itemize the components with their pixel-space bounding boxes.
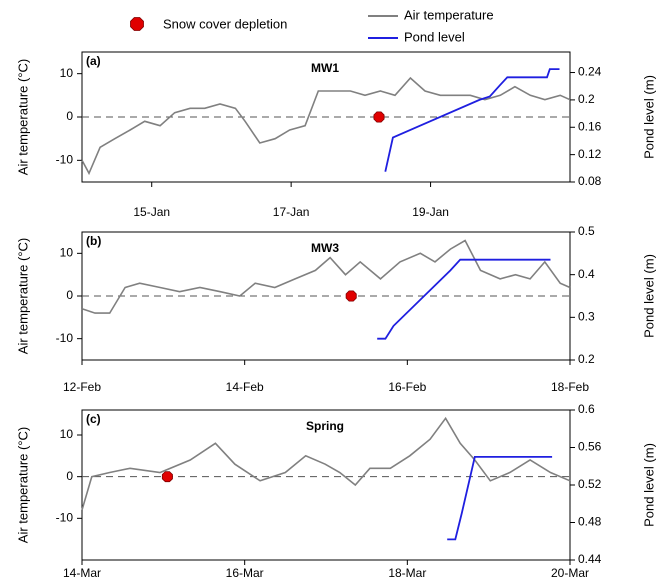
panel-label: (c) bbox=[86, 412, 101, 426]
legend-marker bbox=[130, 17, 144, 31]
y2-tick-label: 0.56 bbox=[578, 440, 602, 454]
x-tick-label: 14-Feb bbox=[226, 380, 264, 394]
x-tick-label: 12-Feb bbox=[63, 380, 101, 394]
x-tick-label: 16-Mar bbox=[226, 566, 264, 580]
y2-tick-label: 0.44 bbox=[578, 552, 602, 566]
panel-title: MW3 bbox=[311, 241, 339, 255]
y-tick-label: -10 bbox=[56, 331, 74, 345]
x-tick-label: 14-Mar bbox=[63, 566, 101, 580]
y2-tick-label: 0.12 bbox=[578, 147, 602, 161]
y2-tick-label: 0.4 bbox=[578, 267, 595, 281]
pond-line bbox=[447, 456, 553, 541]
panel-title: Spring bbox=[306, 419, 344, 433]
legend-label: Pond level bbox=[404, 29, 465, 44]
x-tick-label: 18-Feb bbox=[551, 380, 589, 394]
y2-tick-label: 0.2 bbox=[578, 92, 595, 106]
y-tick-label: 10 bbox=[60, 66, 74, 80]
event-marker bbox=[161, 471, 173, 483]
y2-tick-label: 0.5 bbox=[578, 224, 595, 238]
x-tick-label: 16-Feb bbox=[388, 380, 426, 394]
y-tick-label: -10 bbox=[56, 511, 74, 525]
y-axis-label: Air temperature (°C) bbox=[15, 59, 30, 175]
y2-tick-label: 0.52 bbox=[578, 477, 602, 491]
panel-title: MW1 bbox=[311, 61, 339, 75]
x-tick-label: 17-Jan bbox=[273, 205, 310, 219]
y-axis-label: Air temperature (°C) bbox=[15, 238, 30, 354]
pond-line bbox=[384, 68, 560, 172]
y2-tick-label: 0.6 bbox=[578, 402, 595, 416]
panel-label: (a) bbox=[86, 54, 101, 68]
y2-axis-label: Pond level (m) bbox=[641, 75, 656, 159]
event-marker bbox=[345, 290, 357, 302]
temperature-line bbox=[81, 416, 571, 511]
y2-tick-label: 0.08 bbox=[578, 174, 602, 188]
y-tick-label: -10 bbox=[56, 153, 74, 167]
y2-axis-label: Pond level (m) bbox=[641, 443, 656, 527]
y-tick-label: 10 bbox=[60, 427, 74, 441]
y-tick-label: 0 bbox=[66, 288, 73, 302]
y2-tick-label: 0.16 bbox=[578, 119, 602, 133]
legend-label: Air temperature bbox=[404, 7, 494, 22]
y-tick-label: 10 bbox=[60, 246, 74, 260]
y2-tick-label: 0.3 bbox=[578, 310, 595, 324]
x-tick-label: 19-Jan bbox=[412, 205, 449, 219]
temperature-line bbox=[81, 76, 571, 176]
legend-label: Snow cover depletion bbox=[163, 16, 287, 31]
x-tick-label: 15-Jan bbox=[133, 205, 170, 219]
event-marker bbox=[373, 111, 385, 123]
y-axis-label: Air temperature (°C) bbox=[15, 427, 30, 543]
pond-line bbox=[377, 258, 551, 340]
y2-axis-label: Pond level (m) bbox=[641, 254, 656, 338]
y-tick-label: 0 bbox=[66, 109, 73, 123]
temperature-line bbox=[81, 239, 571, 314]
y2-tick-label: 0.2 bbox=[578, 352, 595, 366]
x-tick-label: 18-Mar bbox=[388, 566, 426, 580]
y2-tick-label: 0.24 bbox=[578, 65, 602, 79]
panel-label: (b) bbox=[86, 234, 101, 248]
y2-tick-label: 0.48 bbox=[578, 515, 602, 529]
x-tick-label: 20-Mar bbox=[551, 566, 589, 580]
y-tick-label: 0 bbox=[66, 469, 73, 483]
